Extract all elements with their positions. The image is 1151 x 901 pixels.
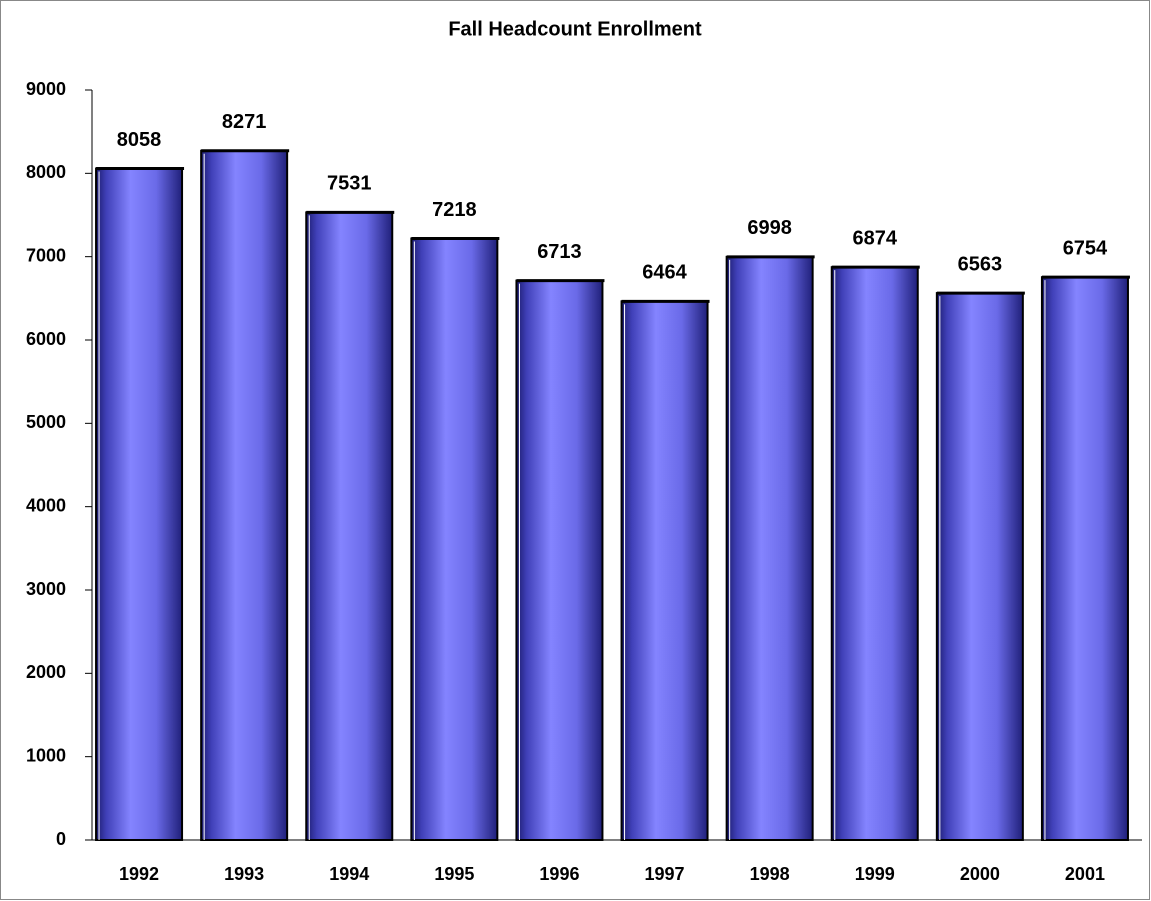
value-label: 8271: [222, 111, 267, 133]
value-label: 6464: [642, 262, 687, 284]
x-tick-label: 1997: [645, 864, 685, 884]
y-tick-label: 7000: [26, 245, 66, 265]
x-tick-label: 1993: [224, 864, 264, 884]
value-label: 6998: [747, 217, 792, 239]
value-label: 6754: [1063, 237, 1108, 259]
value-label: 6563: [958, 253, 1003, 275]
x-tick-label: 1996: [539, 864, 579, 884]
value-label: 6874: [853, 227, 898, 249]
y-tick-label: 1000: [26, 745, 66, 765]
y-tick-label: 3000: [26, 579, 66, 599]
y-tick-label: 2000: [26, 662, 66, 682]
y-tick-label: 5000: [26, 412, 66, 432]
bar: [95, 167, 184, 841]
value-label: 8058: [117, 129, 162, 151]
bar: [1040, 276, 1129, 841]
x-tick-label: 2000: [960, 864, 1000, 884]
y-tick-label: 4000: [26, 495, 66, 515]
x-tick-label: 2001: [1065, 864, 1105, 884]
bar: [305, 211, 394, 841]
value-label: 7531: [327, 173, 372, 195]
bar: [935, 292, 1024, 842]
value-label: 7218: [432, 199, 477, 221]
x-tick-label: 1994: [329, 864, 369, 884]
bar: [410, 237, 499, 841]
bar: [620, 300, 709, 842]
value-label: 6713: [537, 241, 582, 263]
y-tick-label: 8000: [26, 162, 66, 182]
y-tick-label: 6000: [26, 329, 66, 349]
bar: [830, 266, 919, 841]
bar: [725, 255, 814, 842]
x-tick-label: 1999: [855, 864, 895, 884]
y-tick-label: 0: [56, 829, 66, 849]
y-tick-label: 9000: [26, 79, 66, 99]
x-tick-label: 1995: [434, 864, 474, 884]
bar: [200, 149, 289, 841]
x-tick-label: 1998: [750, 864, 790, 884]
x-tick-label: 1992: [119, 864, 159, 884]
bar: [515, 279, 604, 842]
chart-title: Fall Headcount Enrollment: [448, 18, 702, 40]
